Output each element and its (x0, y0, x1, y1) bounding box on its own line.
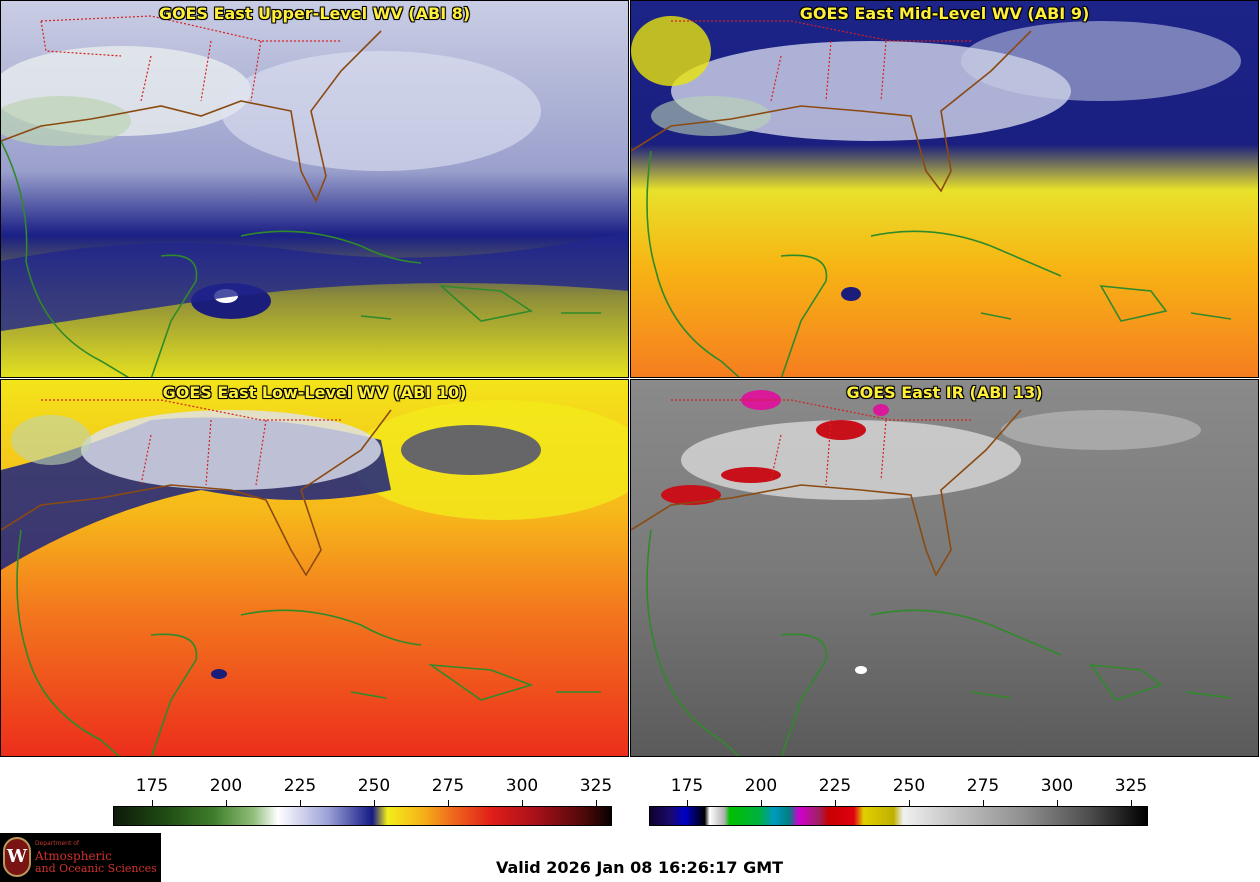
wv-tick (374, 800, 375, 806)
panel-mid-level-wv: GOES East Mid-Level WV (ABI 9) (630, 0, 1259, 378)
wv-tick (448, 800, 449, 806)
ir-tick (1131, 800, 1132, 806)
ir-tick-label: 225 (818, 776, 852, 796)
ir-colorbar-gradient (649, 806, 1148, 826)
panel-title: GOES East Mid-Level WV (ABI 9) (799, 4, 1090, 23)
wv-tick-label: 225 (283, 776, 317, 796)
ir-tick (687, 800, 688, 806)
ir-tick-label: 200 (744, 776, 778, 796)
logo-line2: and Oceanic Sciences (35, 862, 157, 875)
valid-time: Valid 2026 Jan 08 16:26:17 GMT (496, 858, 784, 877)
ir-tick (909, 800, 910, 806)
upper-level-wv-image (1, 1, 628, 377)
wv-tick-label: 325 (579, 776, 613, 796)
low-level-wv-image (1, 380, 628, 756)
wv-tick-label: 275 (431, 776, 465, 796)
wv-tick (522, 800, 523, 806)
panel-title: GOES East Low-Level WV (ABI 10) (162, 383, 467, 402)
wv-tick (300, 800, 301, 806)
ir-tick (983, 800, 984, 806)
ir-tick (835, 800, 836, 806)
ir-image (631, 380, 1258, 756)
panel-low-level-wv: GOES East Low-Level WV (ABI 10) (0, 379, 629, 757)
mid-level-wv-image (631, 1, 1258, 377)
ir-tick-label: 325 (1114, 776, 1148, 796)
wv-tick-label: 250 (357, 776, 391, 796)
wv-colorbar-gradient (113, 806, 612, 826)
ir-tick-label: 250 (892, 776, 926, 796)
wv-tick-label: 300 (505, 776, 539, 796)
department-logo: W Department of Atmospheric and Oceanic … (0, 833, 161, 882)
panel-title: GOES East IR (ABI 13) (846, 383, 1043, 402)
logo-dept-text: Department of (35, 840, 79, 847)
wv-tick-label: 175 (135, 776, 169, 796)
panel-title: GOES East Upper-Level WV (ABI 8) (158, 4, 471, 23)
ir-tick-label: 175 (670, 776, 704, 796)
ir-tick (761, 800, 762, 806)
university-seal-icon: W (3, 837, 31, 877)
ir-tick (1057, 800, 1058, 806)
panel-ir: GOES East IR (ABI 13) (630, 379, 1259, 757)
logo-line1: Atmospheric (35, 849, 112, 863)
wv-tick-label: 200 (209, 776, 243, 796)
ir-tick-label: 300 (1040, 776, 1074, 796)
wv-tick (152, 800, 153, 806)
wv-tick (226, 800, 227, 806)
wv-tick (596, 800, 597, 806)
panel-upper-level-wv: GOES East Upper-Level WV (ABI 8) (0, 0, 629, 378)
ir-tick-label: 275 (966, 776, 1000, 796)
